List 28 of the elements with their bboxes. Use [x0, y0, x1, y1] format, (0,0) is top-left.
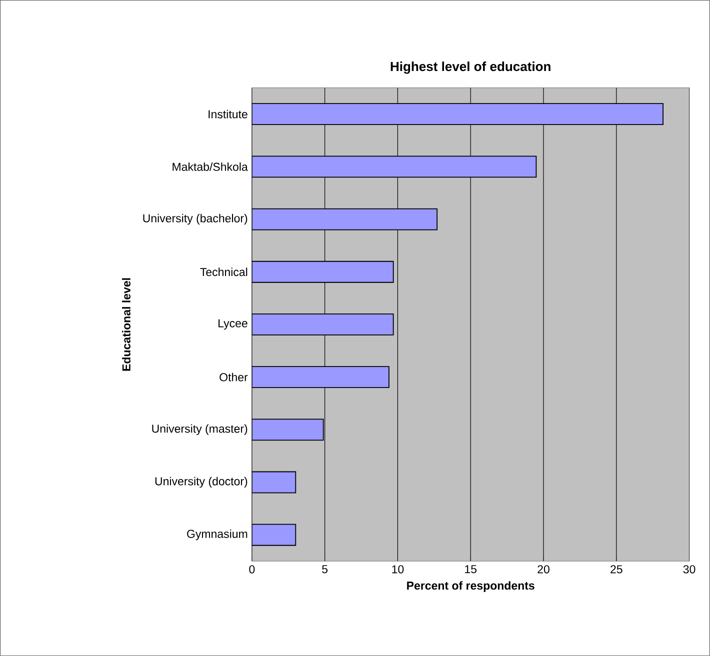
bar — [252, 260, 394, 283]
x-tick-label: 25 — [610, 565, 622, 574]
y-tick-label: Lycee — [218, 319, 248, 330]
x-axis-title: Percent of respondents — [407, 581, 534, 592]
y-tick-label: Other — [220, 372, 248, 382]
x-tick-label: 10 — [392, 565, 404, 574]
chart-title: Highest level of education — [390, 62, 550, 74]
x-tick-label: 15 — [465, 565, 477, 574]
y-tick-label: Institute — [208, 110, 248, 118]
y-axis-title: Educational level — [122, 278, 130, 371]
x-tick-label: 0 — [249, 565, 255, 574]
x-tick-label: 5 — [322, 565, 328, 574]
bar — [252, 314, 394, 336]
y-tick-label: University (doctor) — [155, 476, 248, 488]
bar — [252, 156, 537, 178]
y-tick-label: Gymnasium — [187, 530, 248, 540]
x-tick-label: 30 — [683, 565, 696, 574]
bar — [252, 471, 296, 494]
y-tick-label: University (bachelor) — [143, 214, 248, 225]
bar — [252, 366, 390, 388]
y-tick-label: Technical — [200, 268, 248, 276]
y-tick-label: Maktab/Shkola — [172, 162, 248, 171]
bar — [252, 418, 324, 441]
bar — [252, 524, 296, 546]
bar — [252, 103, 664, 126]
x-tick-label: 20 — [538, 565, 550, 574]
bar — [252, 208, 438, 230]
y-tick-label: University (master) — [152, 424, 248, 436]
